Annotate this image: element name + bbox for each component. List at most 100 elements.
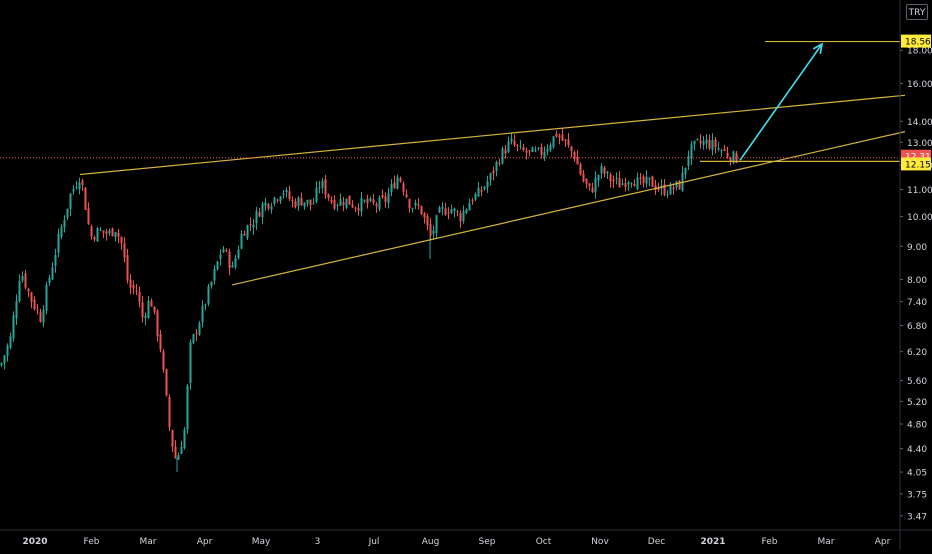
candle-body — [576, 156, 579, 165]
candle-body — [507, 141, 510, 153]
candle-body — [600, 165, 603, 174]
candle-body — [555, 133, 558, 137]
target-arrow-shaft[interactable] — [739, 43, 823, 161]
candle-body — [417, 204, 420, 206]
candle-body — [606, 171, 609, 174]
candle-body — [264, 202, 267, 206]
candle-body — [63, 220, 66, 228]
time-axis-tick-label: Mar — [818, 537, 835, 547]
candle-body — [330, 200, 333, 203]
candle-body — [429, 224, 432, 237]
price-axis-tick-label: 3.75 — [907, 490, 927, 500]
candle-body — [318, 187, 321, 189]
candle-body — [276, 199, 279, 201]
candle-body — [123, 243, 126, 258]
candle-body — [516, 144, 519, 146]
candle-body — [432, 230, 435, 234]
candle-body — [378, 197, 381, 210]
candle-body — [666, 194, 669, 196]
candle-body — [45, 284, 48, 311]
candle-body — [147, 300, 150, 318]
candle-body — [441, 206, 444, 209]
candle-body — [249, 224, 252, 226]
candle-body — [12, 315, 15, 339]
candle-body — [150, 300, 153, 307]
price-badge-target[interactable] — [901, 34, 931, 48]
time-axis-tick-label: Feb — [84, 537, 100, 547]
candle-body — [141, 302, 144, 318]
candle-body — [99, 230, 102, 232]
candle-body — [510, 138, 513, 142]
candle-body — [255, 211, 258, 224]
price-badge-support[interactable] — [901, 157, 931, 171]
candle-body — [237, 249, 240, 259]
candle-body — [570, 146, 573, 152]
candle-body — [90, 226, 93, 237]
price-axis-tick-label: 3.47 — [907, 512, 927, 522]
candle-body — [357, 208, 360, 211]
candle-body — [228, 251, 231, 269]
candle-body — [312, 203, 315, 205]
candle-body — [6, 345, 9, 356]
candle-body — [651, 176, 654, 187]
candle-body — [261, 203, 264, 218]
candle-body — [48, 277, 51, 283]
candle-body — [363, 200, 366, 202]
candle-body — [501, 148, 504, 164]
trendline[interactable] — [79, 94, 906, 176]
candle-body — [726, 152, 729, 157]
price-axis-tick-label: 14.00 — [907, 118, 932, 128]
candle-body — [9, 336, 12, 348]
candle-body — [657, 187, 660, 190]
time-axis-tick-label: Sep — [479, 537, 496, 547]
candle-body — [531, 147, 534, 153]
time-axis-tick-label: Nov — [591, 537, 609, 547]
candle-body — [588, 183, 591, 187]
candle-body — [306, 199, 309, 204]
time-axis-tick-label: Jul — [368, 537, 380, 547]
candle-body — [288, 191, 291, 200]
candle-body — [159, 334, 162, 350]
candle-body — [711, 139, 714, 150]
candle-body — [333, 199, 336, 209]
candle-body — [645, 176, 648, 184]
candle-body — [447, 212, 450, 214]
candle-body — [240, 233, 243, 249]
candle-body — [309, 199, 312, 206]
candle-body — [24, 273, 27, 288]
candle-body — [291, 199, 294, 202]
candle-body — [78, 182, 81, 190]
candle-body — [594, 177, 597, 193]
time-axis-tick-label: 2020 — [22, 537, 47, 547]
candle-body — [144, 315, 147, 319]
candle-body — [414, 202, 417, 206]
candle-body — [132, 284, 135, 289]
candle-body — [72, 189, 75, 192]
candle-body — [549, 145, 552, 151]
candle-body — [33, 299, 36, 309]
candle-body — [396, 176, 399, 189]
candle-body — [315, 187, 318, 202]
candle-body — [426, 215, 429, 226]
candle-body — [402, 183, 405, 192]
candle-body — [408, 199, 411, 209]
candle-body — [696, 139, 699, 141]
time-axis-tick-label: Apr — [875, 537, 891, 547]
candle-body — [369, 198, 372, 201]
currency-badge[interactable]: TRY — [906, 4, 928, 20]
candle-body — [669, 184, 672, 195]
candle-body — [348, 195, 351, 205]
trendline[interactable] — [231, 131, 906, 286]
price-axis-tick-label: 18.00 — [907, 47, 932, 57]
candle-body — [717, 147, 720, 150]
candle-body — [183, 429, 186, 448]
candle-body — [579, 164, 582, 175]
candle-body — [270, 206, 273, 210]
candle-body — [612, 179, 615, 182]
price-axis-tick-label: 5.20 — [907, 398, 927, 408]
candle-body — [21, 275, 24, 281]
candle-body — [708, 140, 711, 149]
candle-body — [3, 355, 6, 364]
